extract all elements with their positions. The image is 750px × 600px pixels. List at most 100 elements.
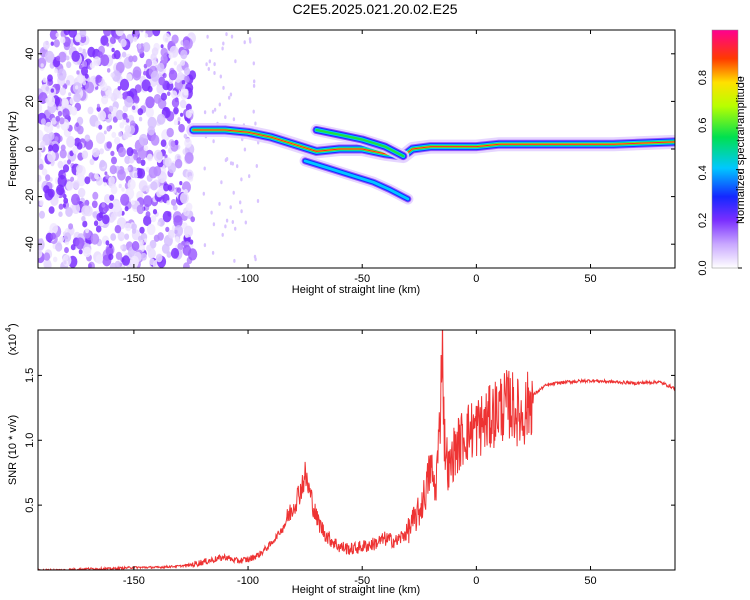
noise-blob (57, 68, 67, 81)
noise-speck (240, 209, 243, 214)
noise-blob (185, 110, 192, 119)
noise-blob (127, 179, 136, 190)
noise-blob (137, 43, 142, 50)
noise-blob (171, 98, 180, 108)
noise-speck (210, 210, 213, 215)
noise-speck (253, 79, 256, 84)
noise-blob (92, 147, 100, 158)
noise-speck (244, 220, 247, 225)
noise-blob (128, 55, 134, 63)
noise-blob (124, 155, 131, 165)
noise-blob (180, 112, 184, 117)
noise-blob (53, 256, 58, 263)
noise-blob (119, 122, 125, 129)
noise-blob (95, 132, 106, 145)
noise-blob (103, 182, 107, 187)
noise-blob (111, 131, 117, 138)
x-tick-label: -100 (237, 575, 259, 587)
noise-speck (254, 121, 257, 126)
noise-blob (87, 106, 94, 115)
noise-blob (84, 139, 94, 150)
colorbar-tick-label: 0.2 (697, 213, 709, 228)
noise-blob (132, 55, 138, 63)
noise-blob (66, 181, 74, 191)
noise-blob (129, 157, 135, 164)
noise-blob (50, 41, 54, 46)
noise-blob (187, 248, 198, 261)
noise-blob (143, 145, 149, 152)
noise-speck (230, 34, 234, 39)
noise-blob (186, 118, 191, 124)
noise-blob (91, 200, 98, 209)
noise-blob (145, 96, 155, 109)
noise-blob (95, 254, 104, 264)
noise-blob (142, 42, 151, 53)
noise-blob (185, 169, 194, 181)
noise-blob (105, 89, 113, 99)
noise-blob (145, 211, 151, 218)
noise-blob (45, 98, 49, 103)
noise-blob (114, 225, 122, 234)
noise-blob (146, 153, 153, 162)
noise-blob (76, 142, 83, 150)
noise-blob (48, 144, 53, 152)
noise-blob (163, 183, 170, 192)
noise-blob (126, 147, 134, 157)
noise-blob (168, 69, 178, 81)
noise-blob (119, 78, 130, 91)
x-tick-label: -50 (354, 575, 370, 587)
noise-blob (96, 213, 103, 222)
noise-speck (213, 107, 217, 112)
noise-blob (173, 106, 179, 115)
noise-blob (118, 93, 123, 100)
noise-blob (109, 194, 115, 201)
noise-blob (115, 251, 123, 260)
noise-speck (203, 110, 207, 115)
chart-title: C2E5.2025.021.20.02.E25 (292, 1, 458, 17)
noise-blob (72, 146, 79, 155)
noise-blob (182, 39, 191, 50)
noise-blob (176, 64, 183, 73)
noise-blob (149, 258, 155, 266)
noise-blob (53, 39, 60, 48)
noise-blob (67, 159, 71, 165)
noise-blob (133, 36, 138, 42)
noise-blob (171, 34, 179, 44)
noise-blob (117, 86, 122, 91)
snr-frame (37, 329, 676, 571)
snr-series-line (38, 330, 675, 570)
noise-blob (137, 108, 144, 116)
noise-blob (124, 206, 129, 212)
noise-blob (139, 226, 145, 234)
noise-blob (161, 220, 165, 226)
noise-blob (160, 177, 165, 183)
noise-blob (151, 47, 159, 56)
noise-blob (164, 157, 172, 167)
spectrogram-ticks: -150 -100 -50 0 50 -40 -20 0 20 40 (24, 30, 675, 285)
noise-speck (224, 224, 227, 229)
noise-blob (39, 210, 45, 219)
noise-blob (38, 248, 43, 259)
snr-y-axis-label: SNR (10 * v/v) (7, 415, 19, 485)
spectrogram-noise-region (38, 30, 260, 268)
colorbar-tick-label: 0.6 (697, 118, 709, 133)
noise-blob (124, 222, 132, 232)
noise-blob (146, 244, 152, 252)
noise-blob (94, 173, 99, 180)
x-tick-label: 50 (584, 273, 596, 285)
noise-blob (78, 64, 83, 70)
noise-blob (180, 49, 188, 60)
noise-blob (145, 106, 154, 118)
noise-blob (114, 260, 121, 268)
noise-blob (57, 106, 62, 111)
noise-blob (99, 159, 106, 168)
noise-blob (136, 157, 142, 164)
noise-blob (127, 166, 131, 171)
noise-blob (149, 239, 157, 249)
noise-blob (173, 215, 183, 228)
noise-blob (130, 200, 135, 206)
noise-blob (107, 68, 111, 73)
noise-blob (78, 187, 86, 198)
colorbar-gradient (712, 30, 738, 268)
